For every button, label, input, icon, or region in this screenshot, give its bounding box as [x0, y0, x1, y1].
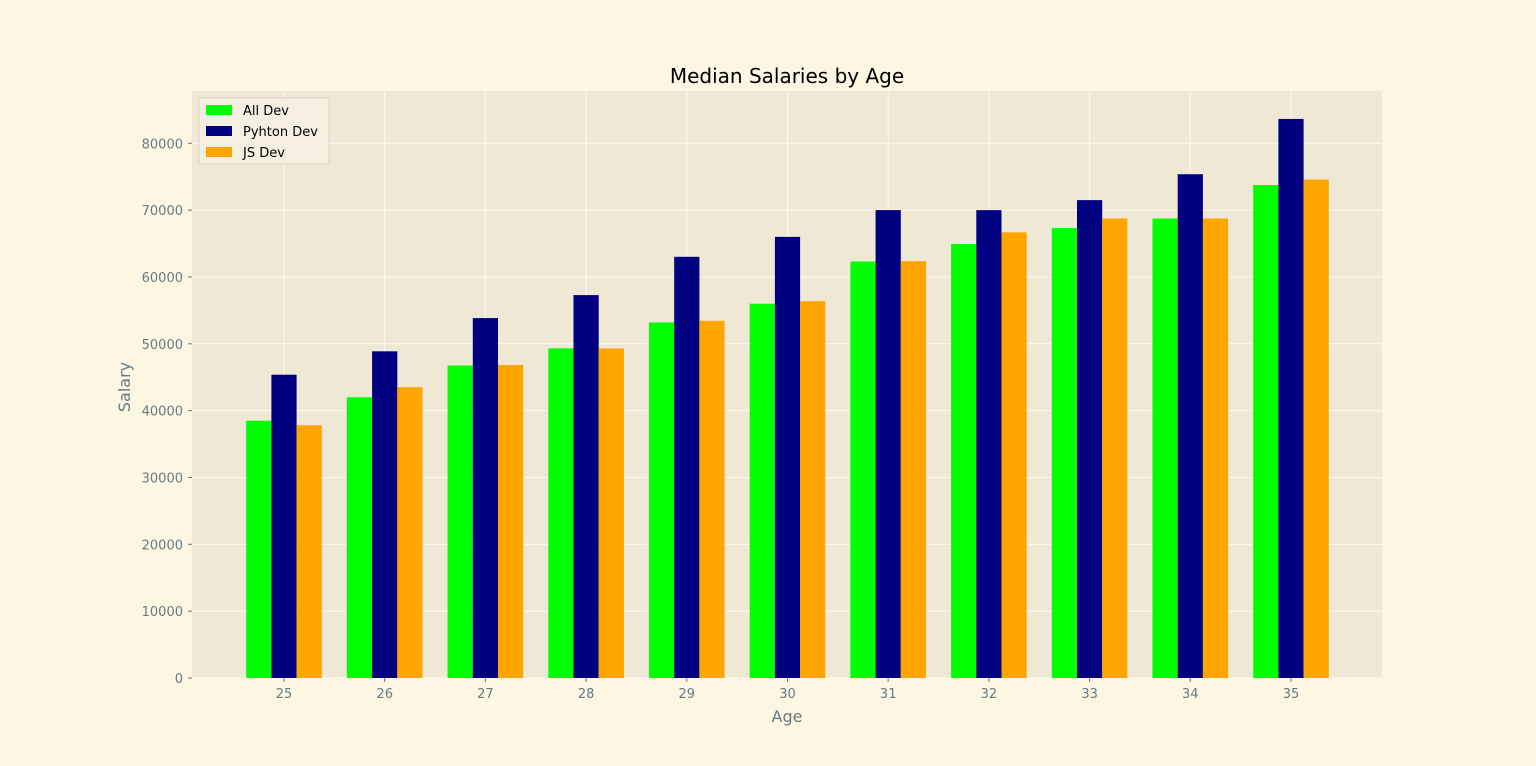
y-tick-label: 10000 [142, 605, 183, 620]
x-tick-label: 31 [880, 687, 897, 702]
bar-js-dev [900, 261, 926, 678]
x-tick-label: 34 [1182, 687, 1199, 702]
y-axis-label: Salary [115, 362, 134, 412]
y-tick-label: 80000 [142, 137, 183, 152]
legend-swatch-all-dev [206, 105, 232, 115]
x-axis-label: Age [772, 707, 803, 726]
y-tick-label: 50000 [142, 338, 183, 353]
bar-all-dev [246, 420, 272, 678]
legend-swatch-python-dev [206, 126, 232, 136]
x-tick-label: 30 [779, 687, 796, 702]
bar-js-dev [1303, 179, 1329, 678]
x-tick-label: 25 [276, 687, 293, 702]
bar-pyhton-dev [573, 295, 599, 678]
y-tick-label: 70000 [142, 204, 183, 219]
bar-all-dev [346, 397, 373, 678]
bar-all-dev [850, 261, 876, 678]
legend-label-js-dev: JS Dev [242, 146, 285, 161]
bar-js-dev [498, 365, 524, 678]
x-tick-label: 33 [1081, 687, 1098, 702]
x-tick-label: 35 [1283, 687, 1300, 702]
bar-pyhton-dev [472, 318, 498, 678]
x-tick-label: 28 [578, 687, 595, 702]
bar-all-dev [1051, 228, 1077, 678]
x-tick-label: 26 [376, 687, 393, 702]
legend: All Dev Pyhton Dev JS Dev [198, 97, 330, 165]
bar-js-dev [598, 348, 624, 678]
y-tick-label: 0 [175, 672, 183, 687]
bar-all-dev [447, 365, 473, 678]
bar-all-dev [1152, 218, 1178, 679]
bar-all-dev [951, 244, 977, 679]
bar-all-dev [649, 322, 675, 678]
bars [246, 118, 1329, 679]
x-tick-label: 27 [477, 687, 494, 702]
bar-all-dev [548, 348, 574, 678]
bar-js-dev [397, 387, 423, 678]
bar-js-dev [1001, 232, 1027, 678]
y-tick-label: 60000 [142, 271, 183, 286]
bar-pyhton-dev [271, 374, 297, 678]
bar-pyhton-dev [1077, 200, 1103, 678]
legend-label-python-dev: Pyhton Dev [243, 125, 318, 140]
bar-pyhton-dev [875, 210, 901, 678]
bar-pyhton-dev [674, 256, 700, 678]
chart-title: Median Salaries by Age [670, 64, 904, 88]
bar-js-dev [699, 320, 725, 678]
y-tick-label: 30000 [142, 471, 183, 486]
legend-label-all-dev: All Dev [243, 104, 289, 119]
bar-js-dev [1102, 218, 1128, 678]
y-tick-label: 40000 [142, 405, 183, 420]
bar-all-dev [1253, 185, 1279, 678]
bar-js-dev [296, 425, 322, 678]
bar-js-dev [1202, 218, 1229, 679]
legend-swatch-js-dev [206, 147, 232, 157]
x-tick-label: 29 [679, 687, 696, 702]
bar-pyhton-dev [774, 236, 801, 678]
bar-pyhton-dev [372, 351, 398, 678]
bar-pyhton-dev [1278, 118, 1304, 678]
tick-labels: 0 10000 20000 30000 40000 50000 60000 70000 8000… [142, 137, 1300, 702]
y-tick-label: 20000 [142, 538, 183, 553]
bar-all-dev [749, 303, 775, 678]
bar-pyhton-dev [976, 210, 1002, 678]
bar-pyhton-dev [1177, 174, 1203, 678]
bar-js-dev [800, 301, 826, 678]
x-tick-label: 32 [981, 687, 998, 702]
